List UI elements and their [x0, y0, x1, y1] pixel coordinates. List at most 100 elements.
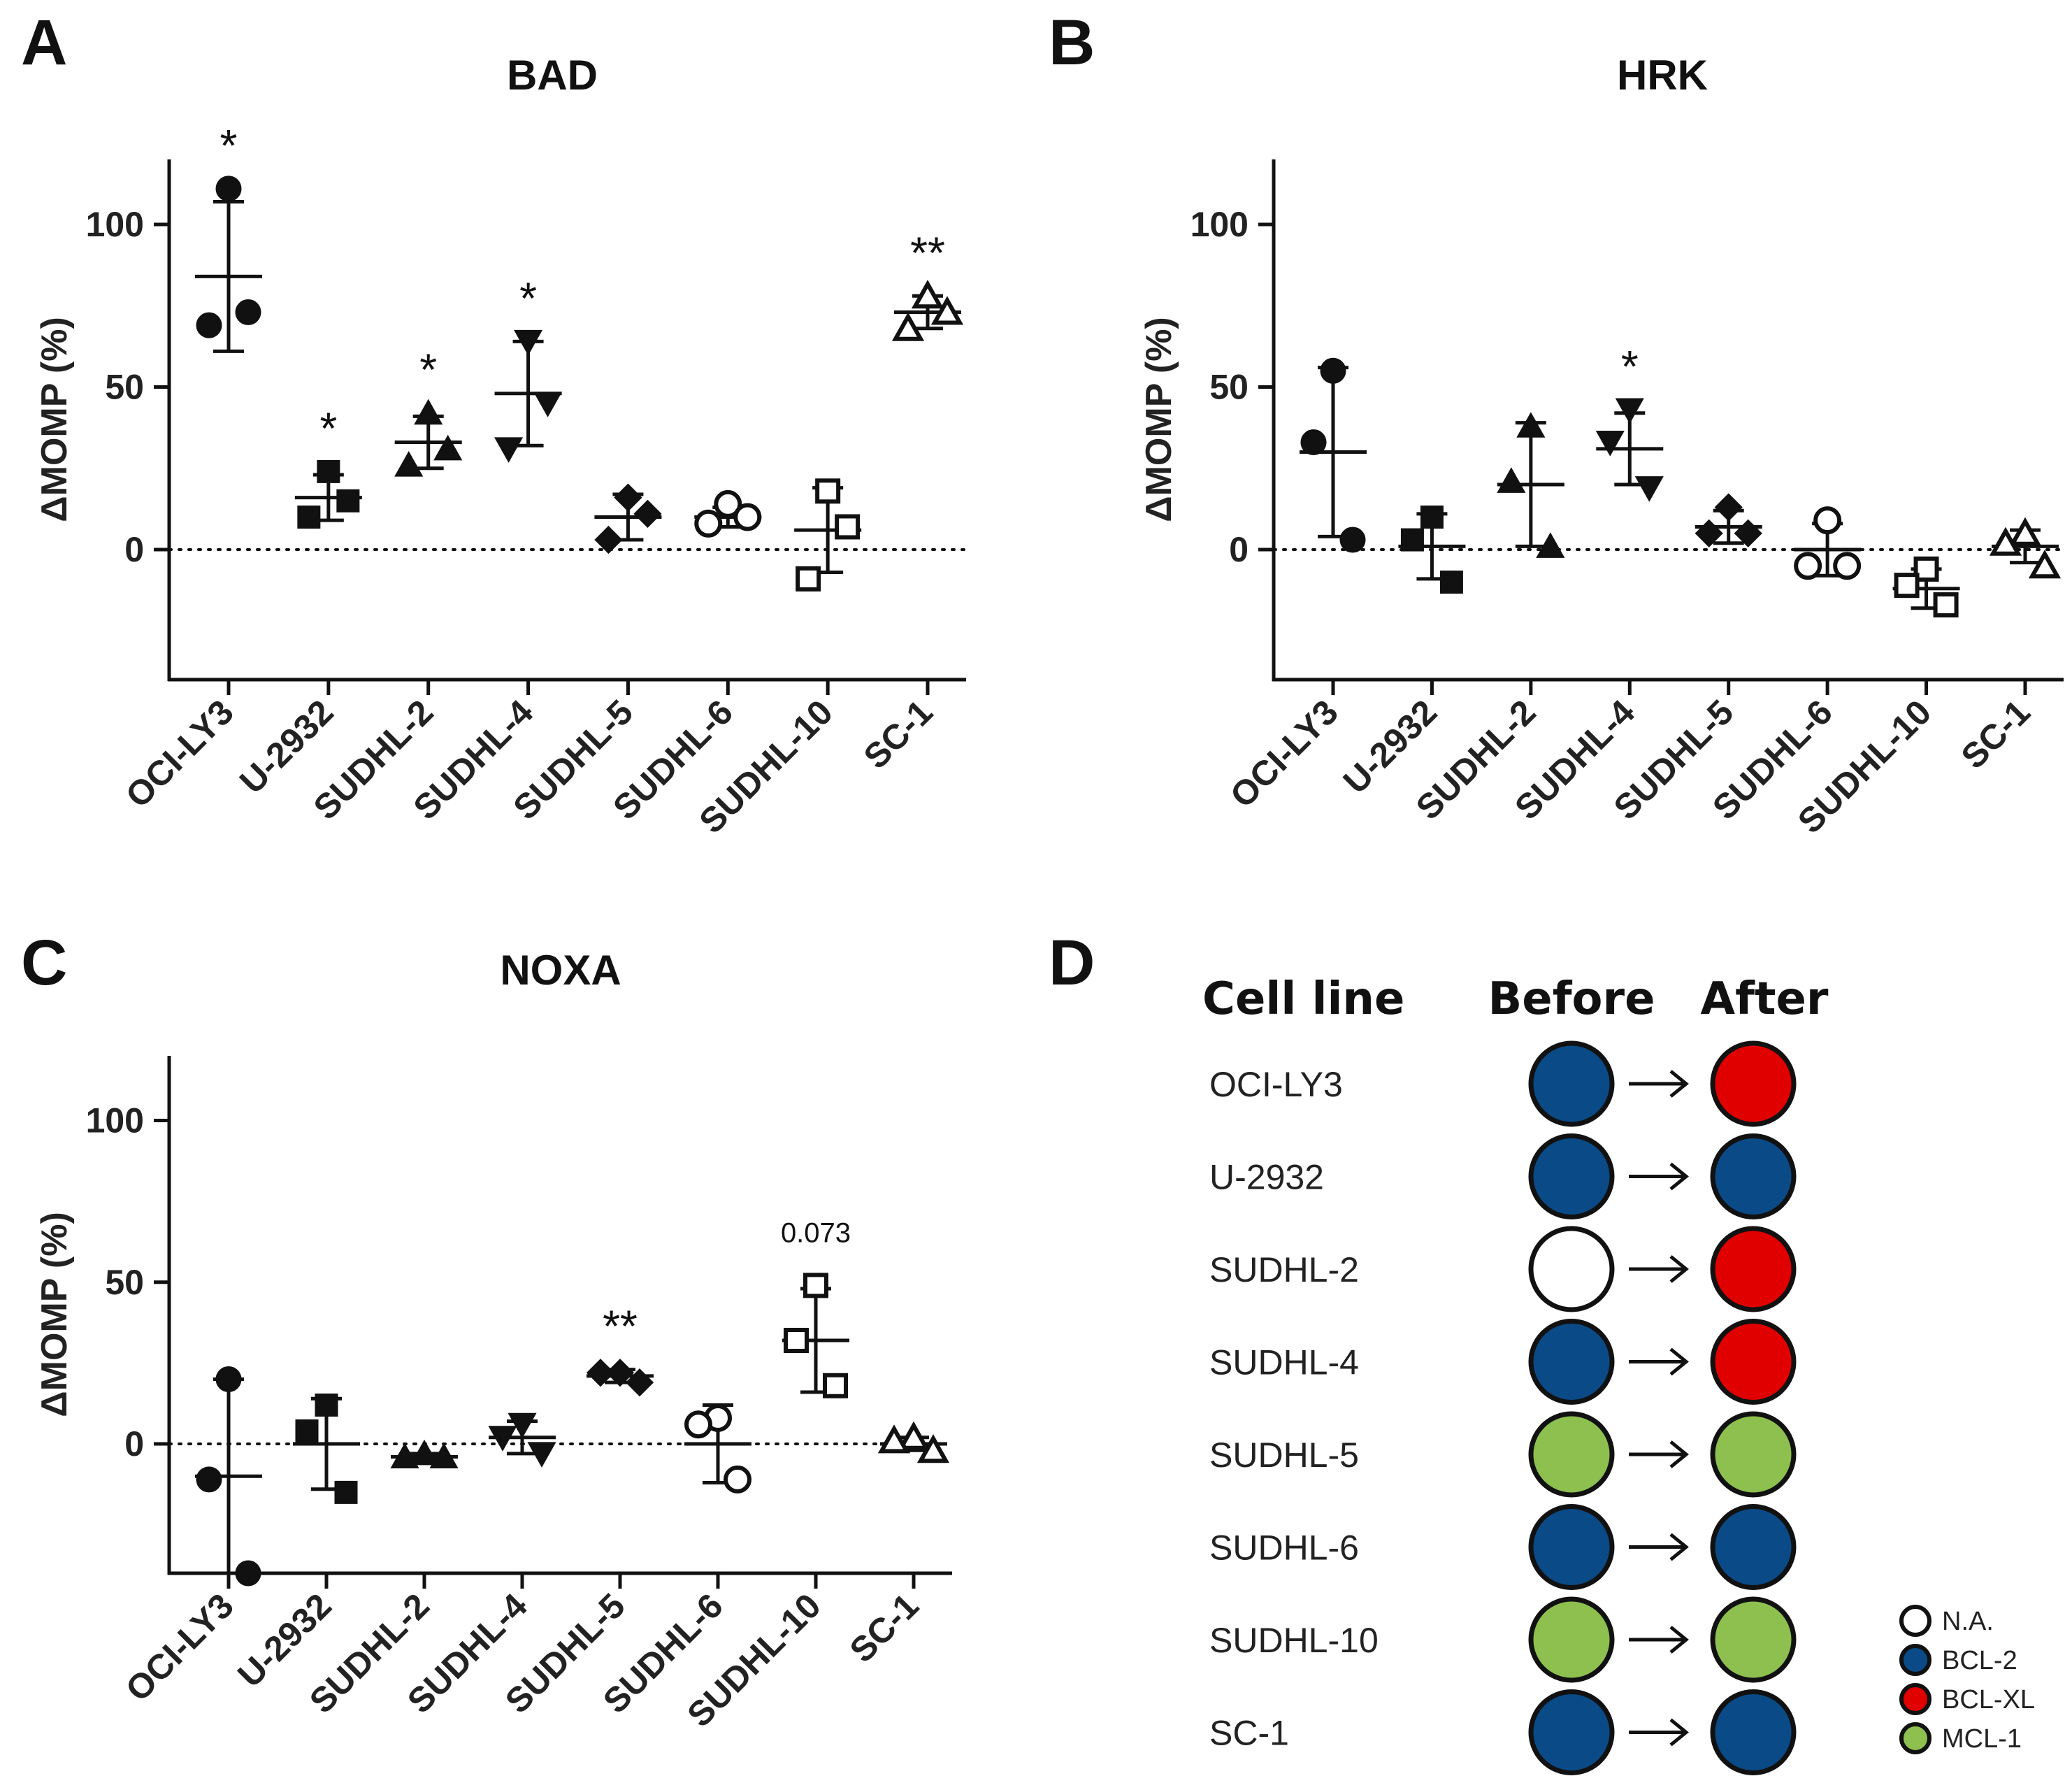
data-point: [694, 509, 723, 538]
data-point: [877, 1424, 911, 1454]
data-point: [514, 329, 543, 356]
data-point: [1320, 357, 1346, 384]
data-point: [586, 1359, 615, 1387]
dependency-before-circle: [1528, 1504, 1615, 1590]
panel-letter-c: C: [21, 927, 67, 998]
y-tick-label: 50: [105, 368, 144, 407]
data-point: [533, 392, 563, 417]
dependency-after-circle: [1710, 1226, 1797, 1312]
cell-line-row: SUDHL-10: [1209, 1596, 1797, 1683]
cell-line-name: SUDHL-6: [1209, 1528, 1359, 1568]
data-point: [891, 312, 925, 341]
dependency-before-circle: [1528, 1133, 1615, 1219]
data-point: [823, 1373, 848, 1398]
arrow-head-icon: [1669, 1440, 1689, 1468]
y-tick-label: 100: [86, 1101, 144, 1140]
switch-table: Cell line Before After OCI-LY3 U-2932 SUDHL-2…: [1202, 973, 2035, 1775]
legend-label: BCL-XL: [1942, 1685, 2035, 1714]
x-tick-label: OCI-LY3: [118, 692, 241, 815]
cell-line-name: OCI-LY3: [1209, 1065, 1343, 1104]
legend-label: MCL-1: [1942, 1724, 2022, 1754]
significance-star: *: [220, 120, 238, 171]
arrow-head-icon: [1669, 1718, 1689, 1747]
dependency-after-circle: [1710, 1504, 1797, 1590]
header-before: Before: [1488, 973, 1655, 1025]
x-tick-label: OCI-LY3: [1223, 692, 1346, 815]
data-point: [684, 1410, 712, 1439]
data-point: [215, 1366, 242, 1392]
data-point: [394, 451, 424, 477]
dependency-before-circle: [1528, 1596, 1615, 1683]
data-point: [334, 1480, 358, 1504]
data-point: [733, 503, 762, 531]
cell-line-row: SUDHL-2: [1209, 1226, 1797, 1312]
data-point: [315, 1394, 338, 1417]
cell-line-row: SC-1: [1209, 1689, 1797, 1775]
cell-line-name: U-2932: [1209, 1158, 1324, 1197]
y-tick-label: 100: [86, 205, 144, 244]
y-tick-label: 50: [105, 1263, 144, 1302]
data-point: [1300, 429, 1327, 456]
cell-line-name: SUDHL-2: [1209, 1250, 1359, 1289]
data-point: [488, 1426, 517, 1452]
chart-title: BAD: [507, 52, 598, 99]
y-axis-label: ΔMOMP (%): [34, 1212, 75, 1417]
dependency-after-circle: [1710, 1411, 1797, 1498]
cell-line-row: SUDHL-6: [1209, 1504, 1797, 1590]
dependency-before-circle: [1528, 1411, 1615, 1498]
data-point: [235, 1560, 261, 1587]
cell-line-row: SUDHL-4: [1209, 1319, 1797, 1405]
arrow-head-icon: [1669, 1255, 1689, 1283]
dependency-before-circle: [1528, 1040, 1615, 1127]
data-point: [2008, 517, 2042, 546]
data-point: [594, 525, 623, 554]
y-tick-label: 0: [1229, 530, 1249, 569]
legend-swatch: [1899, 1644, 1931, 1676]
header-cell-line: Cell line: [1202, 973, 1404, 1025]
significance-star: **: [910, 227, 945, 278]
dependency-before-circle: [1528, 1319, 1615, 1405]
data-point: [1536, 532, 1565, 558]
data-point: [1439, 571, 1463, 594]
cell-line-name: SUDHL-10: [1209, 1621, 1379, 1660]
data-point: [784, 1328, 809, 1353]
significance-star: *: [1621, 341, 1639, 392]
data-point: [414, 399, 443, 425]
data-point: [614, 483, 642, 512]
cell-line-name: SC-1: [1209, 1714, 1289, 1753]
data-point: [1339, 527, 1366, 553]
dependency-before-circle: [1528, 1689, 1615, 1775]
x-tick-label: SC-1: [856, 692, 940, 776]
data-point: [916, 1434, 950, 1463]
panel-letter-d: D: [1049, 927, 1095, 998]
data-point: [1615, 398, 1644, 424]
data-point: [1695, 519, 1723, 547]
legend-swatch: [1899, 1683, 1931, 1715]
data-point: [508, 1412, 537, 1439]
legend-swatch: [1899, 1722, 1931, 1754]
dependency-after-circle: [1710, 1689, 1797, 1775]
data-point: [911, 280, 944, 309]
data-point: [1734, 519, 1762, 547]
data-point: [815, 478, 841, 504]
data-point: [1400, 528, 1424, 552]
data-point: [235, 299, 261, 326]
y-tick-label: 50: [1209, 368, 1249, 407]
data-point: [796, 566, 821, 592]
legend-swatch: [1899, 1605, 1931, 1637]
y-axis-label: ΔMOMP (%): [34, 317, 75, 522]
data-point: [1894, 573, 1920, 599]
data-point: [1420, 506, 1444, 529]
dependency-after-circle: [1710, 1596, 1797, 1683]
data-point: [527, 1442, 556, 1468]
data-point: [2028, 550, 2062, 579]
legend-label: BCL-2: [1942, 1646, 2017, 1675]
data-point: [1595, 431, 1625, 457]
data-point: [1833, 552, 1862, 580]
data-point: [297, 506, 321, 529]
significance-star: *: [419, 345, 437, 395]
cell-line-name: SUDHL-5: [1209, 1435, 1359, 1475]
